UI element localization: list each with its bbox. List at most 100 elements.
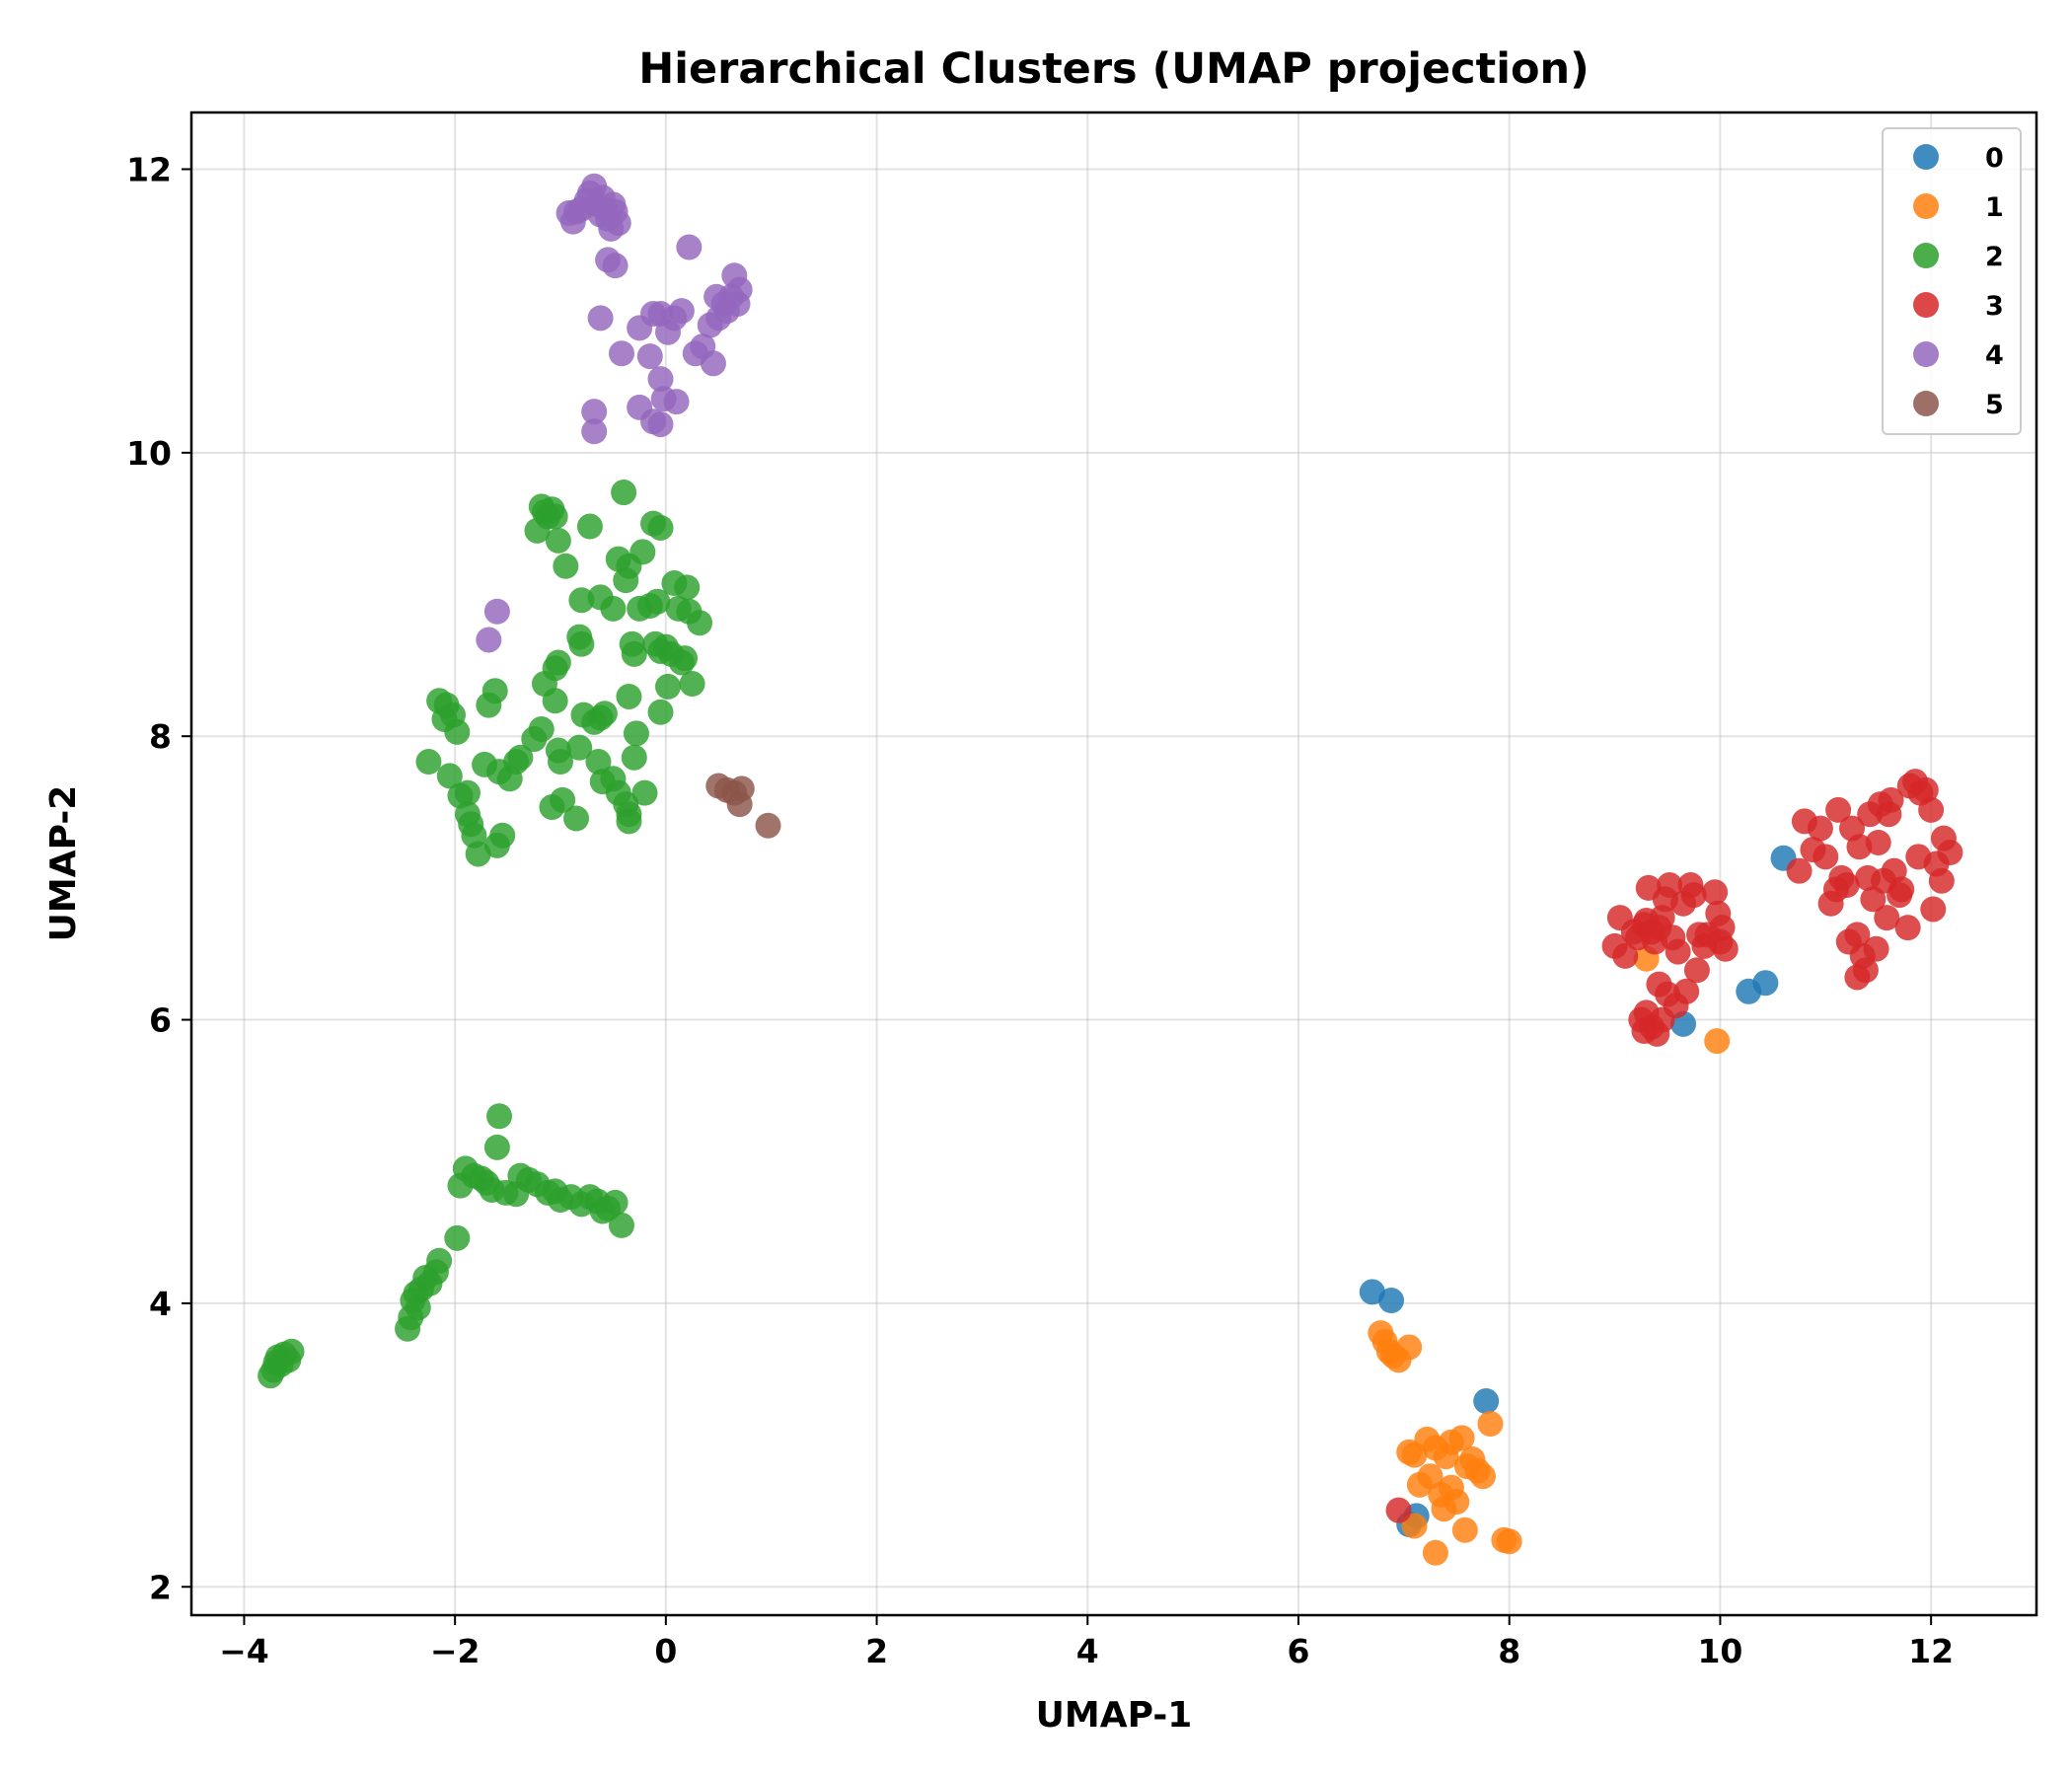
x-tick-label: 6 [1288, 1632, 1310, 1670]
legend-label: 4 [1985, 340, 2004, 371]
data-point [623, 720, 649, 747]
data-point [668, 298, 695, 325]
data-point [1385, 1497, 1412, 1523]
data-point [1878, 786, 1904, 813]
data-point [1680, 882, 1707, 909]
data-point [608, 340, 634, 367]
legend-marker [1913, 144, 1939, 170]
data-point [545, 649, 571, 676]
data-point [663, 389, 690, 415]
data-point [1752, 970, 1779, 997]
legend-label: 5 [1985, 390, 2004, 420]
data-point [576, 513, 603, 540]
y-tick-label: 12 [126, 150, 172, 188]
data-point [1378, 1288, 1405, 1314]
data-point [566, 734, 593, 761]
data-point [1657, 872, 1683, 899]
data-point [636, 343, 663, 370]
y-tick-label: 4 [149, 1285, 172, 1323]
x-tick-label: 0 [654, 1632, 677, 1670]
legend-marker [1913, 341, 1939, 367]
data-point [563, 805, 590, 832]
data-point [476, 627, 502, 653]
data-point [1863, 935, 1889, 962]
data-point [1673, 978, 1700, 1004]
data-point [676, 234, 703, 260]
data-point [1844, 922, 1871, 948]
x-tick-label: −4 [219, 1632, 269, 1670]
legend: 0 1 2 3 4 5 [1882, 127, 2022, 435]
data-point [1704, 1028, 1731, 1055]
legend-label: 3 [1985, 291, 2004, 322]
x-tick-label: 4 [1076, 1632, 1099, 1670]
data-point [1786, 857, 1813, 884]
data-point [581, 399, 608, 425]
series-4 [476, 173, 753, 653]
data-point [1496, 1528, 1522, 1555]
data-point [585, 749, 612, 776]
data-point [616, 808, 642, 835]
data-point [483, 598, 510, 625]
data-point [587, 305, 614, 332]
data-point [542, 688, 568, 714]
data-point [647, 411, 674, 438]
data-point [444, 718, 471, 745]
data-point [726, 276, 753, 303]
data-point [481, 678, 508, 704]
data-point [1920, 896, 1947, 923]
data-point [616, 683, 642, 709]
legend-label: 0 [1985, 143, 2004, 174]
x-tick-label: −2 [430, 1632, 481, 1670]
series-3 [1385, 769, 1963, 1523]
chart-title: Hierarchical Clusters (UMAP projection) [638, 44, 1590, 94]
data-point [602, 1189, 629, 1216]
y-tick-label: 6 [149, 1001, 172, 1040]
data-point [1807, 815, 1833, 842]
data-points [258, 173, 1963, 1566]
data-point [1702, 879, 1729, 906]
data-point [568, 587, 595, 614]
data-point [1833, 872, 1860, 899]
data-point [1894, 915, 1921, 941]
plot-frame [189, 111, 2038, 1617]
data-point [1874, 905, 1900, 931]
legend-marker [1913, 243, 1939, 268]
data-point [415, 749, 442, 776]
data-point [647, 514, 674, 541]
data-point [605, 210, 631, 237]
data-point [545, 527, 571, 554]
legend-box [1882, 127, 2022, 435]
data-point [1477, 1411, 1504, 1438]
data-point [581, 418, 608, 445]
data-point [528, 716, 555, 743]
data-point [454, 779, 481, 806]
data-point [486, 1103, 513, 1130]
series-1 [1368, 945, 1731, 1566]
data-point [1709, 915, 1736, 941]
data-point [654, 673, 681, 700]
x-tick-label: 8 [1498, 1632, 1520, 1670]
legend-marker [1913, 193, 1939, 219]
data-point [1912, 777, 1939, 803]
data-point [600, 595, 627, 622]
data-point [608, 1212, 634, 1238]
data-point [1683, 957, 1710, 984]
grid [191, 112, 2036, 1615]
data-point [647, 366, 674, 393]
data-point [1473, 1388, 1500, 1415]
data-point [644, 588, 671, 615]
legend-label: 2 [1985, 242, 2004, 272]
data-point [550, 786, 576, 813]
data-point [1825, 796, 1852, 823]
data-point [611, 480, 637, 506]
data-point [629, 539, 656, 565]
data-point [1712, 935, 1739, 962]
data-point [1865, 829, 1891, 855]
x-axis-label: UMAP-1 [1036, 1695, 1193, 1736]
data-point [483, 1134, 510, 1160]
y-tick-label: 10 [126, 434, 172, 473]
data-point [687, 610, 713, 636]
data-point [1448, 1425, 1475, 1451]
y-axis-label: UMAP-2 [43, 785, 84, 942]
data-point [591, 701, 618, 727]
